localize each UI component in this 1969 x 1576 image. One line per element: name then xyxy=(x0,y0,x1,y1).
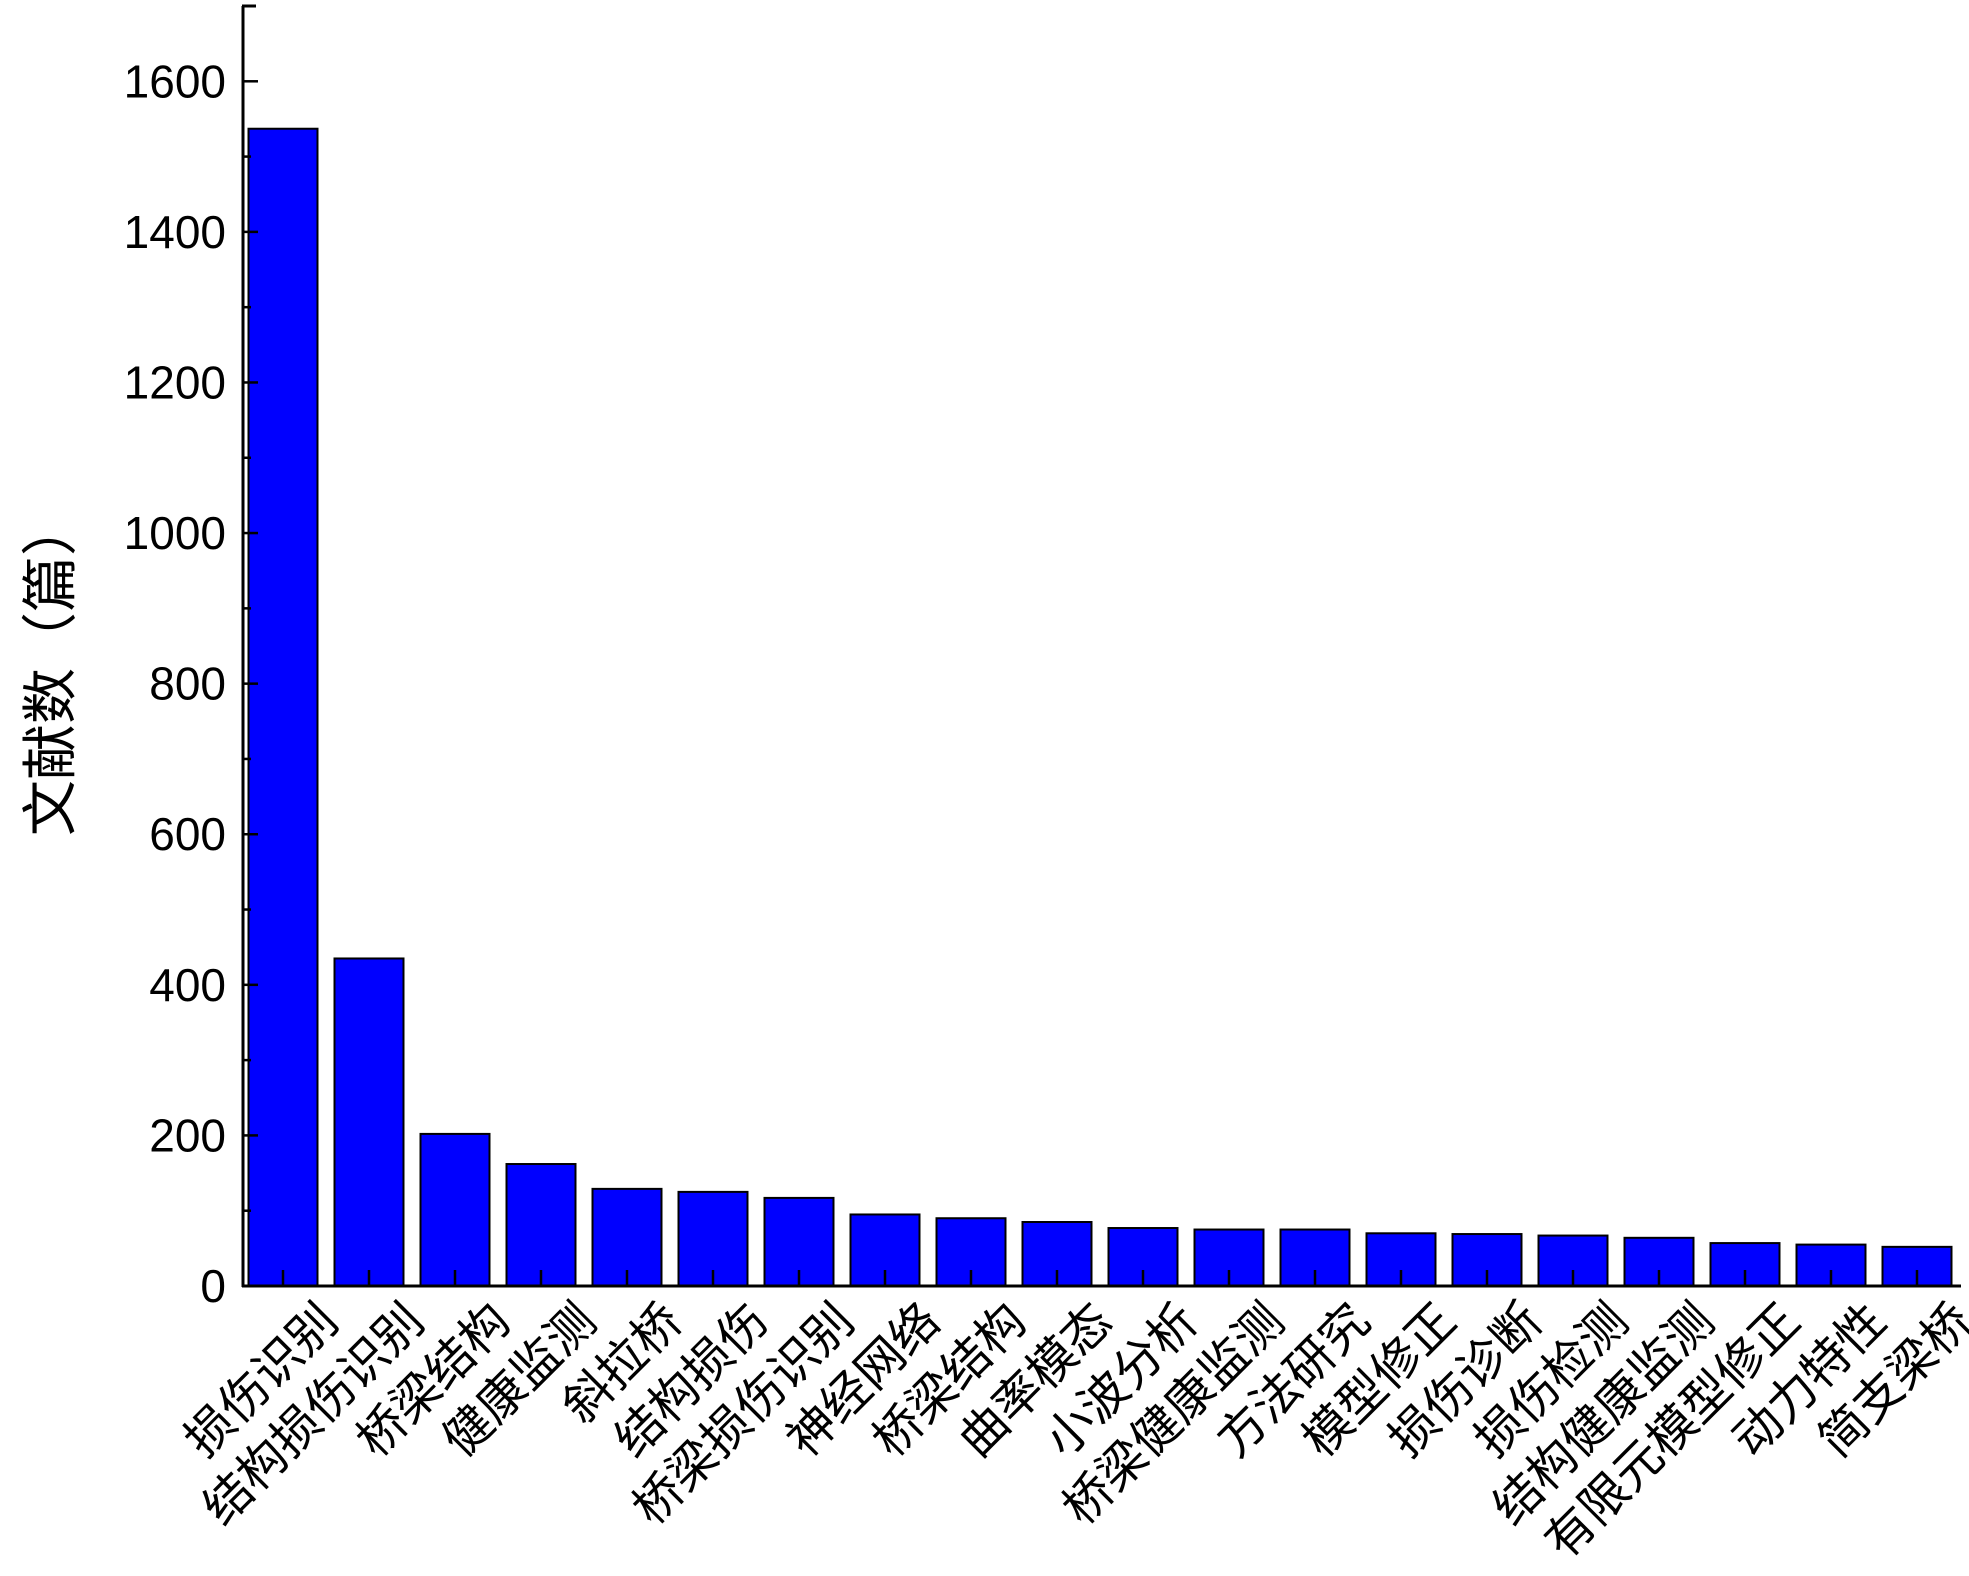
y-tick-label-0: 0 xyxy=(200,1260,226,1312)
y-tick-label-200: 200 xyxy=(149,1109,226,1161)
bars-group xyxy=(247,127,1953,1288)
y-tick-label-1000: 1000 xyxy=(124,507,226,559)
y-tick-label-1600: 1600 xyxy=(124,55,226,107)
y-tick-label-1400: 1400 xyxy=(124,206,226,258)
y-tick-label-600: 600 xyxy=(149,808,226,860)
bar-3 xyxy=(419,1132,491,1287)
y-tick-label-1200: 1200 xyxy=(124,356,226,408)
y-tick-label-800: 800 xyxy=(149,658,226,710)
bar-4 xyxy=(505,1163,577,1288)
y-axis-label: 文献数（篇） xyxy=(19,500,82,836)
x-tick-labels: 损伤识别结构损伤识别桥梁结构健康监测斜拉桥结构损伤桥梁损伤识别神经网络桥梁结构曲… xyxy=(175,1294,1969,1569)
bar-2 xyxy=(333,957,405,1287)
bar-1 xyxy=(247,127,319,1288)
y-tick-label-400: 400 xyxy=(149,959,226,1011)
bar-5 xyxy=(591,1187,663,1288)
y-tick-labels: 0 200 400 600 800 1000 1200 1400 1600 xyxy=(124,55,226,1312)
x-axis-ticks xyxy=(281,1270,1919,1286)
